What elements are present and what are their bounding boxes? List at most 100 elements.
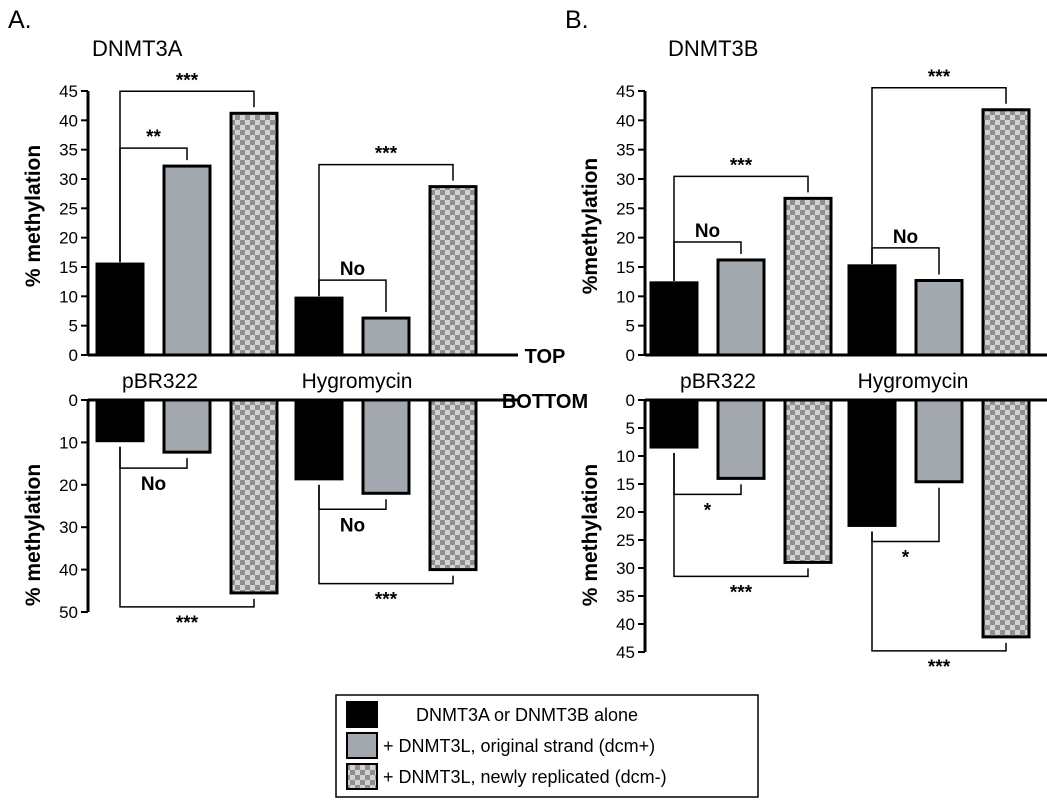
significance-label-bottom: * [902,547,910,568]
category-label: pBR322 [680,370,756,393]
tick-label-top: 5 [69,317,78,336]
bar-top-original [361,316,411,357]
panel-b-letter: B. [565,6,589,34]
tick-label-bottom: 35 [616,587,635,606]
significance-label-bottom: *** [928,657,951,678]
bar-top-original [914,278,964,357]
strand-top-label: TOP [525,346,566,368]
significance-label-bottom: *** [375,590,398,611]
bar-top-original [716,258,766,357]
significance-label-bottom: * [704,500,712,521]
significance-label-top: No [695,221,720,242]
tick-label-bottom: 20 [59,476,78,495]
significance-bracket-top [871,87,1007,264]
significance-label-top: *** [176,70,199,91]
tick-label-bottom: 45 [616,643,635,662]
tick-label-top: 20 [616,229,635,248]
significance-label-bottom: No [141,474,166,495]
tick-label-top: 5 [626,317,635,336]
tick-label-bottom: 25 [616,531,635,550]
tick-label-top: 25 [616,199,635,218]
bar-top-alone [294,296,344,357]
bar-bottom-newly [428,398,478,572]
tick-label-top: 40 [59,111,78,130]
tick-label-top: 30 [59,170,78,189]
bar-bottom-newly [783,398,833,564]
significance-bracket-bottom [871,531,1007,652]
tick-label-top: 10 [59,287,78,306]
panel-b-title: DNMT3B [668,36,758,61]
category-label: Hygromycin [302,370,413,393]
legend-swatch-original [346,732,378,759]
legend-label-newly: + DNMT3L, newly replicated (dcm-) [383,767,667,787]
panel-a-letter: A. [8,6,32,34]
significance-label-top: No [340,259,365,280]
y-axis-label-top: % methylation [22,145,45,287]
tick-label-bottom: 10 [616,447,635,466]
significance-label-top: *** [730,155,753,176]
legend-swatch-alone [346,701,378,728]
tick-label-bottom: 15 [616,475,635,494]
significance-bracket-bottom [119,446,255,608]
tick-label-top: 35 [59,141,78,160]
tick-label-bottom: 10 [59,433,78,452]
significance-bracket-bottom [673,453,809,578]
legend-label-alone: DNMT3A or DNMT3B alone [416,705,638,725]
legend-box [335,694,759,798]
significance-label-top: *** [375,144,398,165]
significance-label-top: ** [146,127,161,148]
significance-label-bottom: *** [730,582,753,603]
bar-bottom-original [716,398,766,480]
tick-label-bottom: 50 [59,603,78,622]
tick-label-bottom: 5 [626,419,635,438]
tick-label-bottom: 30 [616,559,635,578]
category-label: Hygromycin [858,370,969,393]
tick-label-bottom: 20 [616,503,635,522]
tick-label-top: 15 [616,258,635,277]
strand-bottom-label: BOTTOM [502,391,588,413]
y-axis-label-top: %methylation [579,158,602,295]
significance-bracket-bottom [318,484,454,585]
significance-bracket-top [318,163,454,297]
legend-swatch-newly [346,763,378,790]
tick-label-top: 40 [616,111,635,130]
tick-label-top: 45 [59,82,78,101]
tick-label-top: 30 [616,170,635,189]
tick-label-top: 10 [616,287,635,306]
bar-bottom-alone [847,398,897,527]
bar-bottom-newly [981,398,1031,639]
legend-label-original: + DNMT3L, original strand (dcm+) [383,736,655,756]
tick-label-bottom: 30 [59,518,78,537]
significance-bracket-top [673,175,809,281]
bar-top-newly [428,185,478,357]
tick-label-bottom: 0 [626,391,635,410]
tick-label-top: 0 [69,346,78,365]
bar-bottom-original [361,398,411,495]
bar-bottom-newly [229,398,279,595]
significance-label-top: *** [928,67,951,88]
bar-bottom-alone [649,398,699,449]
bar-top-newly [981,108,1031,357]
tick-label-top: 45 [616,82,635,101]
significance-label-top: No [893,227,918,248]
y-axis-label-bottom: % methylation [22,464,45,606]
bar-bottom-original [162,398,212,454]
tick-label-top: 0 [626,346,635,365]
tick-label-bottom: 40 [616,615,635,634]
tick-label-top: 25 [59,199,78,218]
tick-label-top: 35 [616,141,635,160]
bar-bottom-original [914,398,964,484]
significance-label-bottom: No [340,515,365,536]
category-label: pBR322 [122,370,198,393]
panel-a-title: DNMT3A [92,36,183,61]
bar-bottom-alone [95,398,145,443]
bar-top-newly [229,111,279,357]
significance-label-bottom: *** [176,613,199,634]
bar-top-newly [783,196,833,357]
y-axis-label-bottom: % methylation [579,464,602,606]
chart-panel-a: 0 5 10 15 20 25 30 35 40 45 0 10 20 30 40 50 % methylati… [22,70,518,634]
significance-bracket-top [119,90,255,263]
bar-top-original [162,164,212,357]
